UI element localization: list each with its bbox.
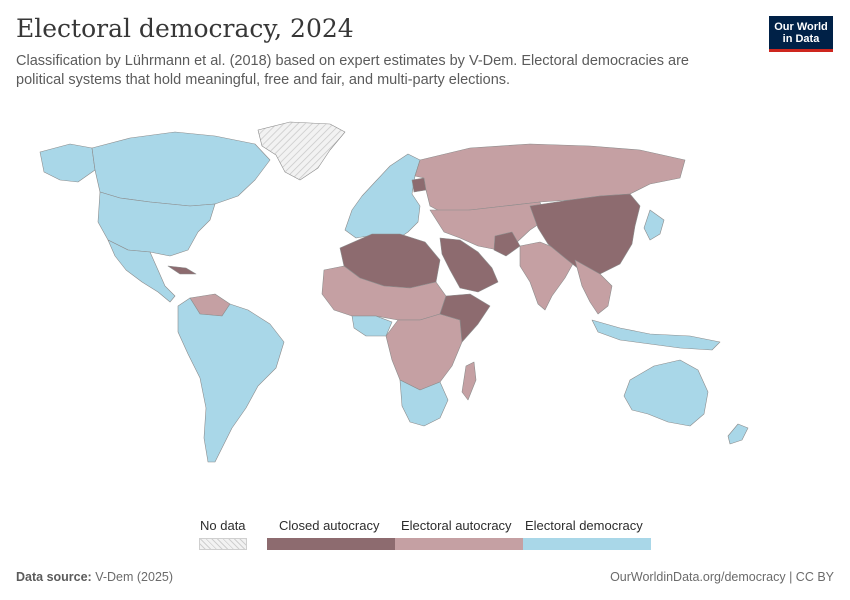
chart-subtitle: Classification by Lührmann et al. (2018)… (16, 53, 689, 88)
region-horn-of-africa[interactable] (439, 293, 491, 343)
region-europe[interactable] (344, 153, 421, 243)
map-legend: No data Closed autocracy Electoral autoc… (0, 512, 850, 552)
legend-swatch-no-data[interactable] (199, 538, 247, 550)
region-arabia[interactable] (439, 237, 499, 293)
world-map[interactable] (0, 110, 850, 510)
legend-swatch-electoral-autocracy[interactable] (395, 538, 523, 550)
region-west-africa-democracies[interactable] (351, 315, 393, 337)
region-indonesia[interactable] (591, 319, 721, 351)
region-central-asia[interactable] (429, 201, 546, 251)
logo-line-1: Our World (774, 21, 828, 33)
region-japan[interactable] (643, 209, 665, 241)
source-label: Data source: (16, 570, 92, 584)
region-china[interactable] (529, 193, 641, 275)
region-belarus[interactable] (411, 177, 427, 193)
region-alaska[interactable] (39, 143, 96, 183)
chart-title: Electoral democracy, 2024 (16, 14, 354, 43)
region-greenland[interactable] (257, 121, 346, 181)
region-south-america[interactable] (177, 297, 285, 463)
source-value[interactable]: V-Dem (2025) (95, 570, 174, 584)
legend-swatch-electoral-democracy[interactable] (523, 538, 651, 550)
legend-label-no-data: No data (200, 518, 246, 533)
logo-line-2: in Data (782, 33, 820, 45)
legend-swatch-closed-autocracy[interactable] (267, 538, 395, 550)
region-afghanistan[interactable] (493, 231, 521, 257)
legend-label-electoral-autocracy: Electoral autocracy (401, 518, 512, 533)
region-madagascar[interactable] (461, 361, 477, 401)
region-southern-africa[interactable] (399, 379, 449, 427)
region-australia[interactable] (623, 359, 709, 427)
region-mexico[interactable] (107, 239, 176, 303)
region-canada[interactable] (91, 131, 271, 207)
legend-label-electoral-democracy: Electoral democracy (525, 518, 643, 533)
footer-credit[interactable]: OurWorldinData.org/democracy | CC BY (610, 570, 834, 584)
owid-logo[interactable]: Our World in Data (769, 16, 833, 52)
region-cuba[interactable] (167, 265, 197, 275)
region-new-zealand[interactable] (727, 423, 749, 445)
legend-label-closed-autocracy: Closed autocracy (279, 518, 380, 533)
region-central-africa[interactable] (385, 313, 463, 391)
region-southeast-asia[interactable] (574, 259, 613, 315)
footer-source: Data source: V-Dem (2025) (16, 570, 173, 584)
